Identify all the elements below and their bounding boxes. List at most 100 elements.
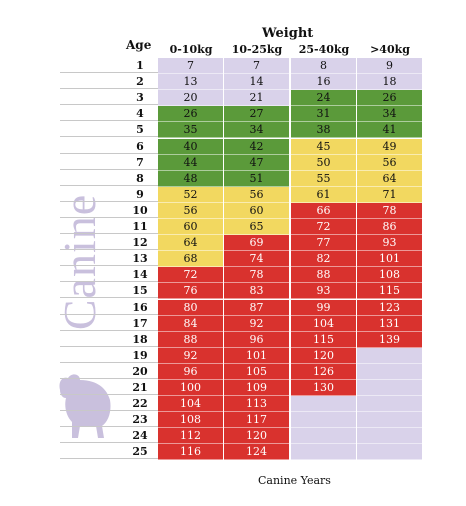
table-cell: 113 xyxy=(224,396,289,413)
table-cell: 112 xyxy=(158,428,223,445)
table-cell: 56 xyxy=(224,186,289,203)
table-cell xyxy=(357,396,422,413)
canine-vertical-label: Canine xyxy=(54,193,105,331)
table-cell: 45 xyxy=(291,138,356,155)
table-cell: 71 xyxy=(357,186,422,203)
row-divider xyxy=(60,394,160,395)
age-label: 2 xyxy=(136,75,144,89)
table-cell: 86 xyxy=(357,219,422,236)
table-cell: 34 xyxy=(357,106,422,123)
age-label: 23 xyxy=(132,413,148,427)
column-header: >40kg xyxy=(370,43,410,56)
table-cell xyxy=(357,428,422,445)
table-cell: 35 xyxy=(158,122,223,139)
table-cell: 56 xyxy=(158,202,223,219)
table-cell: 16 xyxy=(291,74,356,91)
table-cell: 68 xyxy=(158,251,223,268)
table-cell: 124 xyxy=(224,444,289,461)
table-cell: 31 xyxy=(291,106,356,123)
age-label: 19 xyxy=(132,348,148,362)
table-cell: 108 xyxy=(357,267,422,284)
age-label: 15 xyxy=(132,284,148,298)
footer-label: Canine Years xyxy=(258,474,331,487)
row-divider xyxy=(60,168,160,170)
table-cell: 92 xyxy=(158,347,223,364)
table-cell: 115 xyxy=(291,331,356,348)
table-cell: 27 xyxy=(224,106,289,123)
table-cell: 9 xyxy=(357,58,422,75)
table-cell: 117 xyxy=(224,412,289,429)
row-divider xyxy=(60,313,160,315)
row-divider xyxy=(60,184,160,186)
column-header: 10-25kg xyxy=(231,43,283,56)
row-divider xyxy=(60,345,160,347)
table-cell: 78 xyxy=(224,267,289,284)
table-cell: 21 xyxy=(224,90,289,107)
table-cell: 116 xyxy=(158,444,223,461)
table-cell: 101 xyxy=(224,347,289,364)
table-cell xyxy=(291,444,356,461)
table-cell: 7 xyxy=(158,58,223,75)
column-header: 0-10kg xyxy=(169,43,213,56)
row-divider xyxy=(60,216,160,218)
column-header: 25-40kg xyxy=(298,43,350,56)
age-label: 9 xyxy=(136,187,144,201)
table-cell: 50 xyxy=(291,154,356,171)
row-divider xyxy=(60,88,160,90)
age-header: Age xyxy=(126,38,152,52)
table-cell: 48 xyxy=(158,170,223,187)
row-divider xyxy=(60,249,160,251)
age-label: 10 xyxy=(132,203,148,217)
table-cell: 131 xyxy=(357,315,422,332)
age-label: 22 xyxy=(132,397,148,411)
row-divider xyxy=(60,200,160,202)
age-label: 13 xyxy=(132,252,148,266)
row-divider xyxy=(60,297,160,299)
table-cell: 69 xyxy=(224,235,289,252)
table-cell: 14 xyxy=(224,74,289,91)
age-label: 7 xyxy=(136,155,144,169)
table-cell: 130 xyxy=(291,380,356,397)
table-cell: 49 xyxy=(357,138,422,155)
row-divider xyxy=(60,120,160,122)
table-cell: 8 xyxy=(291,58,356,75)
table-cell: 87 xyxy=(224,299,289,316)
age-label: 11 xyxy=(132,220,148,233)
table-cell: 60 xyxy=(224,202,289,219)
table-cell: 77 xyxy=(291,235,356,252)
table-cell: 84 xyxy=(158,315,223,332)
table-cell: 96 xyxy=(224,331,289,348)
age-label: 25 xyxy=(132,445,148,459)
age-label: 12 xyxy=(132,236,148,250)
age-label: 6 xyxy=(136,139,144,153)
row-divider xyxy=(60,329,160,331)
row-divider xyxy=(60,377,160,379)
age-label: 24 xyxy=(132,429,148,443)
table-cell: 44 xyxy=(158,154,223,171)
table-cell: 139 xyxy=(357,331,422,348)
table-cell: 126 xyxy=(291,363,356,380)
table-cell: 78 xyxy=(357,202,422,219)
table-cell: 101 xyxy=(357,251,422,268)
table-cell: 26 xyxy=(158,106,223,123)
table-cell xyxy=(291,428,356,445)
table-cell: 74 xyxy=(224,251,289,268)
table-cell: 18 xyxy=(357,74,422,91)
age-label: 1 xyxy=(136,59,144,72)
row-divider xyxy=(60,442,160,444)
table-cell: 82 xyxy=(291,251,356,268)
table-cell: 76 xyxy=(158,283,223,300)
table-cell xyxy=(357,347,422,364)
table-cell: 92 xyxy=(224,315,289,332)
table-cell: 88 xyxy=(158,331,223,348)
table-cell: 40 xyxy=(158,138,223,155)
row-divider xyxy=(60,265,160,267)
table-cell: 72 xyxy=(158,267,223,284)
table-cell: 13 xyxy=(158,74,223,91)
table-cell: 83 xyxy=(224,283,289,300)
table-cell: 61 xyxy=(291,186,356,203)
row-divider xyxy=(60,458,160,460)
table-cell: 64 xyxy=(357,170,422,187)
table-cell: 93 xyxy=(357,235,422,252)
table-cell: 60 xyxy=(158,219,223,236)
